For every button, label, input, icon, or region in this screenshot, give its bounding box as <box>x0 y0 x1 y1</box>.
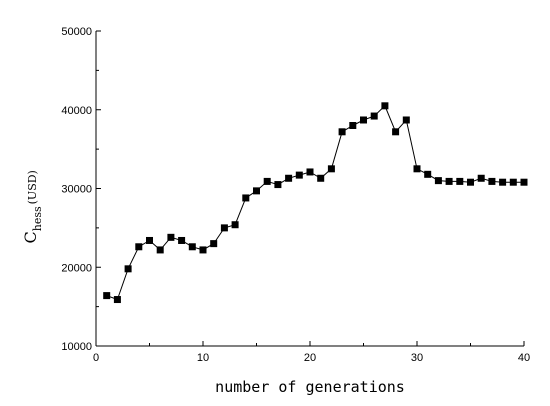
data-point <box>210 240 218 248</box>
series-line <box>106 104 524 301</box>
data-point <box>413 165 421 173</box>
data-point <box>103 292 111 300</box>
x-tick-label: 30 <box>411 352 423 364</box>
data-point <box>156 246 164 254</box>
data-point <box>392 128 400 136</box>
data-point <box>317 174 325 182</box>
data-point <box>509 178 517 186</box>
x-axis-ticks: 0 10 20 30 40 <box>93 341 530 364</box>
data-point <box>381 102 389 110</box>
data-point <box>370 112 378 120</box>
data-point <box>499 178 507 186</box>
data-point <box>167 233 175 241</box>
data-points <box>103 102 528 304</box>
data-point <box>338 128 346 136</box>
y-axis-ticks: 10000 20000 30000 40000 50000 <box>61 26 101 353</box>
data-point <box>231 221 239 229</box>
data-point <box>349 122 357 129</box>
plot-frame <box>95 31 524 347</box>
data-point <box>124 265 132 273</box>
x-tick-label: 10 <box>197 352 209 364</box>
y-tick-label: 40000 <box>61 105 92 117</box>
data-point <box>199 246 207 254</box>
data-point <box>306 168 314 176</box>
y-axis-title-unit: (USD) <box>26 170 39 204</box>
data-point <box>146 236 153 244</box>
y-tick-label: 30000 <box>61 184 92 196</box>
data-point <box>135 243 143 251</box>
data-point <box>178 236 186 244</box>
data-point <box>327 165 335 173</box>
data-point <box>113 296 121 304</box>
data-point <box>456 177 464 185</box>
data-point <box>242 194 250 202</box>
data-point <box>520 178 528 186</box>
data-point <box>402 116 410 124</box>
x-tick-label: 20 <box>304 352 316 364</box>
y-axis-title-main: Chess (USD) <box>21 170 44 243</box>
x-axis-title: number of generations <box>215 378 405 396</box>
data-point <box>434 177 442 185</box>
y-axis-title-subscript: hess <box>31 206 44 231</box>
data-point <box>220 224 228 232</box>
data-point <box>263 177 271 185</box>
data-point <box>477 174 485 182</box>
x-tick-label: 40 <box>518 352 530 364</box>
data-point <box>188 243 196 251</box>
data-point <box>274 181 282 189</box>
data-point <box>445 177 453 185</box>
data-point <box>295 171 303 179</box>
y-axis-title: Chess (USD) <box>21 170 44 243</box>
x-tick-label: 0 <box>93 352 99 364</box>
y-tick-label: 10000 <box>61 341 92 353</box>
data-point <box>467 178 474 186</box>
data-point <box>424 170 432 178</box>
y-axis-title-letter: C <box>21 231 40 243</box>
data-point <box>360 116 367 124</box>
data-point <box>285 174 293 182</box>
y-tick-label: 50000 <box>61 26 92 38</box>
data-point <box>253 187 260 195</box>
y-tick-label: 20000 <box>61 262 92 274</box>
data-point <box>488 177 496 185</box>
